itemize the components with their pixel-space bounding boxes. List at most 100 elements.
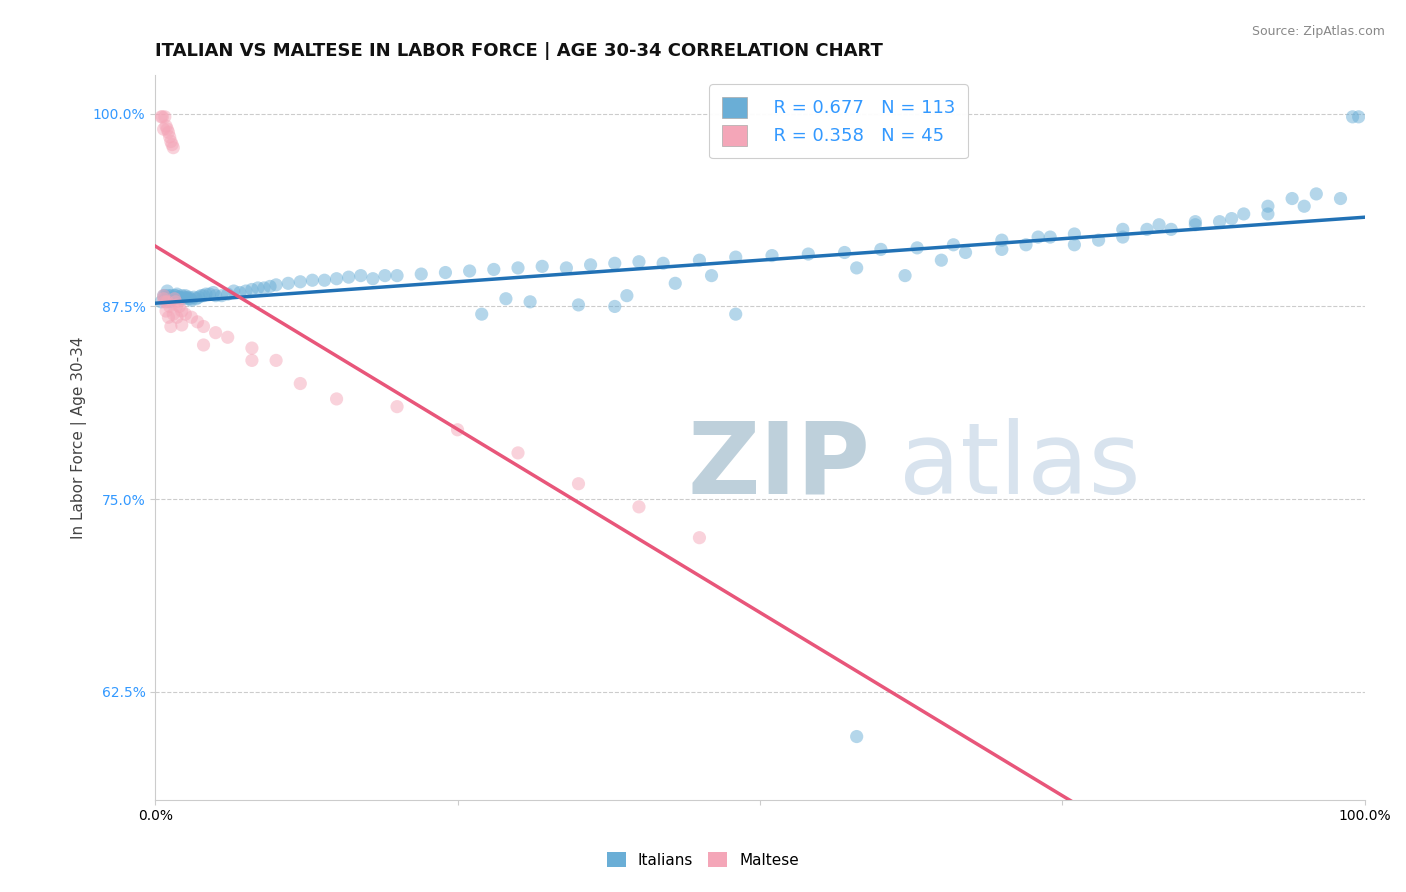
- Point: [152, 288, 174, 302]
- Point: [845, 260, 868, 275]
- Point: [1015, 237, 1038, 252]
- Point: [652, 256, 675, 270]
- Point: [163, 292, 186, 306]
- Point: [204, 326, 226, 340]
- Point: [246, 281, 269, 295]
- Point: [211, 288, 233, 302]
- Point: [222, 284, 245, 298]
- Text: Source: ZipAtlas.com: Source: ZipAtlas.com: [1251, 25, 1385, 38]
- Point: [688, 253, 710, 268]
- Point: [1294, 199, 1316, 213]
- Point: [157, 310, 180, 325]
- Point: [166, 310, 188, 325]
- Point: [155, 119, 177, 133]
- Point: [235, 284, 257, 298]
- Point: [170, 288, 193, 302]
- Point: [471, 307, 494, 321]
- Point: [160, 288, 183, 302]
- Point: [1087, 233, 1109, 247]
- Point: [153, 294, 176, 309]
- Point: [186, 315, 208, 329]
- Point: [193, 288, 215, 302]
- Point: [153, 110, 176, 124]
- Point: [160, 319, 183, 334]
- Point: [1026, 230, 1049, 244]
- Point: [1220, 211, 1243, 226]
- Point: [204, 288, 226, 302]
- Point: [1257, 199, 1279, 213]
- Point: [1136, 222, 1159, 236]
- Point: [1329, 192, 1351, 206]
- Point: [155, 304, 177, 318]
- Point: [1257, 207, 1279, 221]
- Point: [202, 285, 225, 300]
- Point: [167, 290, 190, 304]
- Point: [1063, 237, 1085, 252]
- Point: [186, 292, 208, 306]
- Point: [162, 292, 184, 306]
- Point: [1233, 207, 1256, 221]
- Point: [1281, 192, 1303, 206]
- Point: [165, 294, 187, 309]
- Point: [259, 279, 281, 293]
- Point: [177, 290, 200, 304]
- Point: [152, 292, 174, 306]
- Point: [194, 287, 217, 301]
- Point: [724, 307, 747, 321]
- Point: [193, 338, 215, 352]
- Point: [152, 288, 174, 302]
- Point: [153, 288, 176, 302]
- Point: [187, 290, 209, 304]
- Point: [150, 110, 173, 124]
- Point: [160, 137, 183, 152]
- Point: [519, 294, 541, 309]
- Point: [845, 730, 868, 744]
- Point: [627, 500, 650, 514]
- Point: [991, 243, 1014, 257]
- Point: [169, 300, 191, 314]
- Point: [264, 353, 287, 368]
- Point: [290, 275, 312, 289]
- Point: [555, 260, 578, 275]
- Point: [157, 125, 180, 139]
- Point: [229, 285, 252, 300]
- Point: [931, 253, 953, 268]
- Point: [603, 256, 626, 270]
- Point: [172, 292, 194, 306]
- Point: [337, 270, 360, 285]
- Point: [160, 292, 183, 306]
- Point: [180, 310, 202, 325]
- Point: [166, 298, 188, 312]
- Point: [174, 288, 197, 302]
- Point: [1305, 186, 1327, 201]
- Point: [567, 298, 589, 312]
- Point: [894, 268, 917, 283]
- Point: [955, 245, 977, 260]
- Point: [169, 292, 191, 306]
- Text: ITALIAN VS MALTESE IN LABOR FORCE | AGE 30-34 CORRELATION CHART: ITALIAN VS MALTESE IN LABOR FORCE | AGE …: [155, 42, 883, 60]
- Point: [1147, 218, 1170, 232]
- Point: [1063, 227, 1085, 241]
- Point: [1184, 214, 1206, 228]
- Point: [264, 277, 287, 292]
- Point: [385, 400, 408, 414]
- Point: [157, 288, 180, 302]
- Point: [482, 262, 505, 277]
- Point: [834, 245, 856, 260]
- Point: [170, 304, 193, 318]
- Point: [159, 294, 181, 309]
- Point: [183, 290, 205, 304]
- Point: [150, 294, 173, 309]
- Point: [567, 476, 589, 491]
- Point: [700, 268, 723, 283]
- Point: [176, 290, 198, 304]
- Point: [156, 294, 179, 309]
- Point: [152, 110, 174, 124]
- Text: ZIP: ZIP: [688, 418, 870, 515]
- Point: [1039, 230, 1062, 244]
- Point: [193, 319, 215, 334]
- Point: [253, 281, 276, 295]
- Point: [797, 247, 820, 261]
- Point: [156, 284, 179, 298]
- Point: [290, 376, 312, 391]
